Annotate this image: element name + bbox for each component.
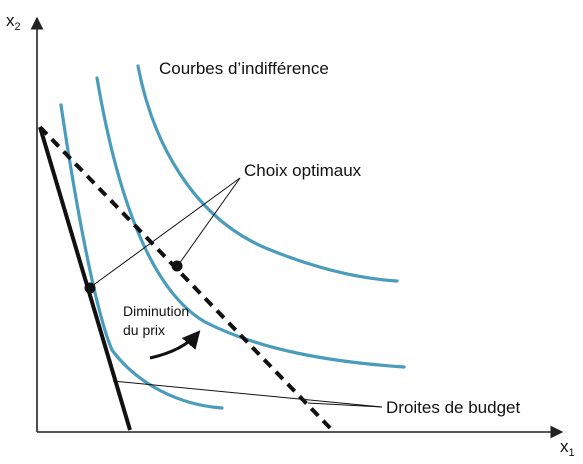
indifference-curve-1: [59, 103, 224, 410]
indifference-curve-3: [136, 64, 399, 283]
leader-optimal-2: [178, 177, 241, 265]
budget-lines-label: Droites de budget: [386, 398, 520, 417]
budget-line-initial: [38, 126, 132, 431]
leader-budget-1: [112, 380, 383, 408]
budget-line-after-price-decrease: [38, 125, 334, 432]
indifference-curves-label: Courbes d’indifférence: [159, 59, 329, 78]
x-axis-subscript: 1: [569, 447, 575, 459]
price-decrease-label-line2: du prix: [123, 322, 165, 338]
optimal-choices-label: Choix optimaux: [244, 161, 362, 180]
indifference-curve-2: [95, 76, 406, 369]
price-decrease-arrow: [149, 330, 201, 360]
leader-budget-2: [307, 402, 383, 408]
price-decrease-label-line1: Diminution: [123, 303, 189, 319]
x-axis-label: x1: [560, 437, 575, 459]
leader-optimal-1: [91, 177, 241, 287]
y-axis-subscript: 2: [15, 21, 21, 33]
y-axis-label: x2: [6, 11, 21, 33]
